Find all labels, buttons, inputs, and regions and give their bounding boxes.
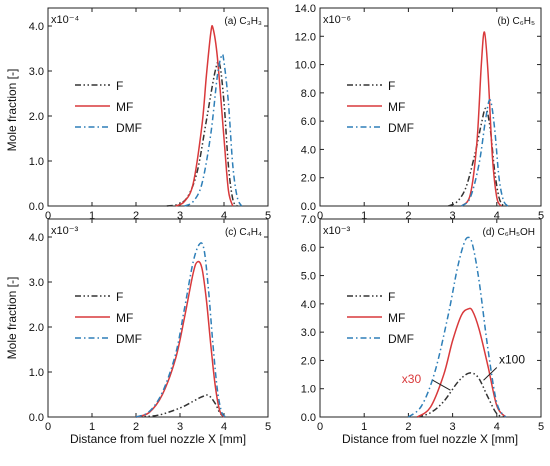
series-line-mf xyxy=(416,307,507,418)
x-tick-label: 2 xyxy=(133,421,139,433)
y-tick-label: 14.0 xyxy=(295,3,316,15)
series-line-mf xyxy=(135,260,225,418)
x-tick-label: 0 xyxy=(317,421,323,433)
x-tick-label: 5 xyxy=(538,210,544,222)
legend-label-mf: MF xyxy=(388,311,405,325)
axis-multiplier: x10⁻³ xyxy=(51,225,79,237)
panel-label: (d) C₆H₅OH xyxy=(482,227,535,238)
plot-frame xyxy=(319,7,542,207)
y-tick-label: 4.0 xyxy=(29,232,44,244)
annotation-x30-pointer xyxy=(432,379,451,391)
y-tick-label: 4.0 xyxy=(301,299,316,311)
y-tick-label: 1.0 xyxy=(29,156,44,168)
x-tick-label: 4 xyxy=(494,210,500,222)
y-tick-label: 5.0 xyxy=(301,271,316,283)
x-tick-label: 2 xyxy=(133,210,139,222)
x-tick-label: 4 xyxy=(221,210,227,222)
y-tick-label: 10.0 xyxy=(295,60,316,72)
x-tick-label: 3 xyxy=(177,421,183,433)
y-tick-label: 0.0 xyxy=(301,412,316,424)
legend-label-dmf: DMF xyxy=(388,332,414,346)
y-tick-label: 2.0 xyxy=(29,111,44,123)
y-tick-label: 1.0 xyxy=(29,367,44,379)
plot-frame xyxy=(47,218,269,418)
panel-d-c6h5oh: 0 1 2 3 4 5 0.0 1.0 2.0 3.0 4.0 5.0 6.0 7.0 (d) C₆H₅OH… xyxy=(301,214,544,433)
panel-label: (b) C₆H₅ xyxy=(497,16,535,27)
x-tick-label: 4 xyxy=(494,421,500,433)
legend-label-dmf: DMF xyxy=(116,332,142,346)
annotation-x30: x30 xyxy=(402,372,422,386)
legend-label-mf: MF xyxy=(116,311,133,325)
series-line-dmf xyxy=(135,242,227,418)
y-axis-title-bottom: Mole fraction [-] xyxy=(5,277,19,360)
y-tick-label: 0.0 xyxy=(301,201,316,213)
y-axis-title-top: Mole fraction [-] xyxy=(5,69,19,152)
x-tick-label: 1 xyxy=(89,210,95,222)
legend-label-mf: MF xyxy=(388,100,405,114)
series-line-dmf xyxy=(407,236,507,418)
y-tick-label: 8.0 xyxy=(301,88,316,100)
y-tick-label: 3.0 xyxy=(29,277,44,289)
annotation-x100: x100 xyxy=(499,352,525,366)
y-tick-label: 0.0 xyxy=(29,412,44,424)
x-tick-label: 2 xyxy=(405,210,411,222)
y-tick-label: 12.0 xyxy=(295,31,316,43)
y-tick-label: 2.0 xyxy=(29,322,44,334)
annotation-x100-pointer xyxy=(483,367,498,381)
plot-frame xyxy=(319,218,542,418)
legend-label-f: F xyxy=(388,79,395,93)
legend-label-dmf: DMF xyxy=(388,121,414,135)
axis-multiplier: x10⁻⁴ xyxy=(51,14,80,26)
panel-label: (c) C₄H₄ xyxy=(225,227,262,238)
y-tick-label: 4.0 xyxy=(29,21,44,33)
panel-c-c4h4: 0 1 2 3 4 5 0.0 1.0 2.0 3.0 4.0 (c) C₄H₄ x10⁻³ F MF DMF xyxy=(29,218,271,433)
panel-b-c6h5: 0 1 2 3 4 5 0.0 2.0 4.0 6.0 8.0 10.0 12.0 14.0 (b) C₆H… xyxy=(295,3,544,222)
x-tick-label: 5 xyxy=(538,421,544,433)
x-tick-label: 0 xyxy=(45,210,51,222)
y-tick-label: 2.0 xyxy=(301,173,316,185)
x-tick-label: 3 xyxy=(450,421,456,433)
x-axis-title-right: Distance from fuel nozzle X [mm] xyxy=(342,432,518,446)
legend-label-mf: MF xyxy=(116,100,133,114)
x-tick-label: 0 xyxy=(317,210,323,222)
panel-a-c3h3: 0 1 2 3 4 5 0.0 1.0 2.0 3.0 4.0 (a) C₃H₃ x10⁻⁴ F MF DMF xyxy=(29,7,271,222)
x-tick-label: 1 xyxy=(361,210,367,222)
y-tick-label: 3.0 xyxy=(29,66,44,78)
axis-multiplier: x10⁻⁶ xyxy=(323,14,351,26)
y-tick-label: 4.0 xyxy=(301,144,316,156)
x-tick-label: 1 xyxy=(361,421,367,433)
series-line-f xyxy=(135,394,225,418)
legend-label-f: F xyxy=(116,79,123,93)
x-tick-label: 5 xyxy=(265,210,271,222)
axis-multiplier: x10⁻³ xyxy=(323,225,351,237)
x-tick-label: 0 xyxy=(45,421,51,433)
series-line-dmf xyxy=(184,53,243,207)
x-axis-title-left: Distance from fuel nozzle X [mm] xyxy=(70,432,246,446)
y-tick-label: 2.0 xyxy=(301,355,316,367)
series-line-dmf xyxy=(460,99,509,207)
y-tick-label: 6.0 xyxy=(301,242,316,254)
legend-label-f: F xyxy=(116,290,123,304)
y-tick-label: 1.0 xyxy=(301,384,316,396)
plot-frame xyxy=(47,7,269,207)
y-tick-label: 6.0 xyxy=(301,116,316,128)
series-line-mf xyxy=(175,25,234,207)
series-line-mf xyxy=(460,31,502,207)
x-tick-label: 5 xyxy=(265,421,271,433)
y-tick-label: 0.0 xyxy=(29,201,44,213)
legend-label-dmf: DMF xyxy=(116,121,142,135)
y-tick-label: 3.0 xyxy=(301,327,316,339)
legend-label-f: F xyxy=(388,290,395,304)
x-tick-label: 1 xyxy=(89,421,95,433)
x-tick-label: 3 xyxy=(450,210,456,222)
x-tick-label: 3 xyxy=(177,210,183,222)
x-tick-label: 4 xyxy=(221,421,227,433)
y-tick-label: 7.0 xyxy=(301,214,316,226)
series-line-f xyxy=(417,372,506,418)
panel-label: (a) C₃H₃ xyxy=(224,16,262,27)
x-tick-label: 2 xyxy=(405,421,411,433)
series-line-f xyxy=(447,107,505,207)
